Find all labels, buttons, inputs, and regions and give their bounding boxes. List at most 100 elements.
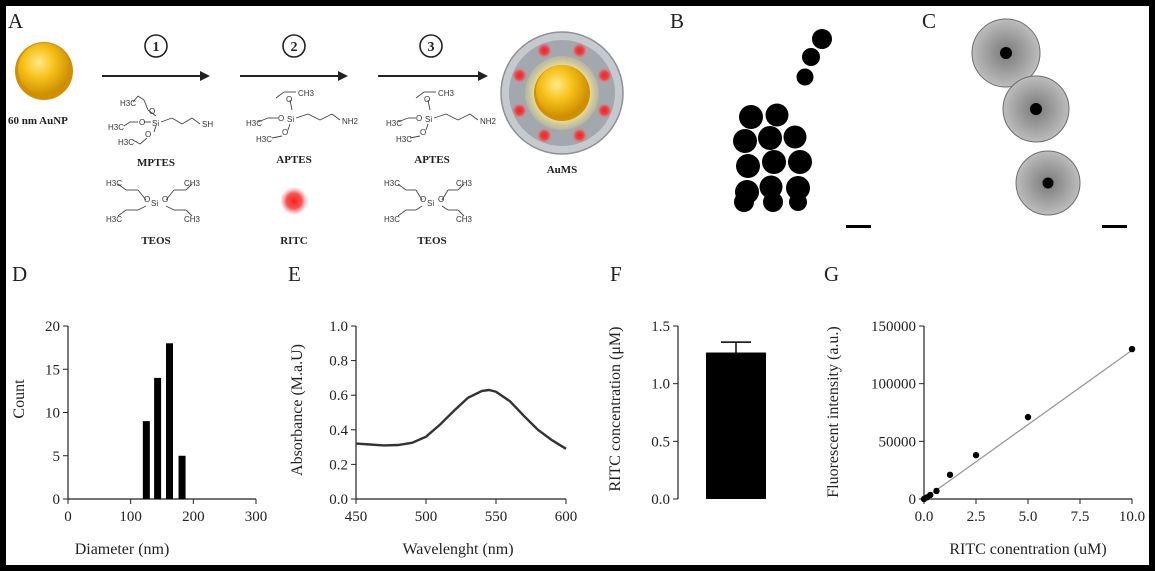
step-3-arrow: 3 — [378, 34, 488, 81]
dye-dot — [572, 43, 588, 59]
chem-label: H3C — [106, 179, 122, 188]
scale-bar-b — [846, 225, 871, 228]
y-tick-label: 1.5 — [651, 319, 670, 335]
histogram-bar — [166, 343, 174, 499]
chem-label: Si — [287, 115, 294, 124]
step-2-number: 2 — [291, 40, 298, 55]
aptes-structure-3 — [397, 91, 479, 139]
chart-g-y-label: Fluorescent intensity (a.u.) — [825, 326, 842, 498]
chem-label: H3C — [386, 119, 402, 128]
step-3-number: 3 — [428, 40, 435, 55]
tem-image-b — [733, 29, 871, 228]
chem-label: H3C — [256, 135, 272, 144]
data-point — [933, 487, 940, 495]
chem-label: CH3 — [456, 215, 473, 224]
chem-label: O — [420, 128, 426, 137]
chem-label: H3C — [246, 119, 262, 128]
aptes-structure-2 — [257, 91, 341, 139]
y-tick-label: 20 — [45, 319, 60, 335]
y-tick-label: 100000 — [871, 377, 916, 393]
y-tick-label: 5 — [53, 449, 61, 465]
reagent-aptes-3: APTES — [414, 154, 449, 166]
teos-labels-3: H3C CH3 O Si O H3C CH3 — [384, 179, 473, 224]
x-tick-label: 100 — [119, 509, 142, 525]
chem-label: H3C — [396, 135, 412, 144]
dye-dot — [572, 127, 588, 143]
chem-label: O — [286, 95, 292, 104]
ritc-dye-icon — [280, 187, 308, 215]
step-1-arrow: 1 — [102, 34, 210, 81]
figure-canvas: A B C D E F G 60 nm AuNP 1 2 3 — [6, 6, 1149, 565]
chart-g-x-label: RITC conentration (uM) — [949, 541, 1106, 558]
teos-structure-1 — [117, 183, 193, 217]
fit-line — [923, 349, 1133, 500]
ritc-bar — [706, 352, 766, 499]
mptes-labels: H3C O H3C O Si SH O H3C — [108, 99, 213, 147]
panel-label-a: A — [8, 9, 24, 33]
chem-label: O — [424, 95, 430, 104]
x-tick-label: 0 — [64, 509, 72, 525]
product-label: AuMS — [547, 164, 578, 176]
x-tick-label: 550 — [485, 509, 508, 525]
y-tick-label: 0.0 — [651, 492, 670, 508]
teos-structure-3 — [397, 183, 465, 217]
data-point — [946, 471, 954, 478]
panel-label-c: C — [922, 9, 936, 33]
chem-label: H3C — [118, 138, 134, 147]
synthesis-scheme: 60 nm AuNP 1 2 3 — [8, 31, 624, 247]
x-tick-label: 450 — [345, 509, 368, 525]
histogram-bar — [142, 421, 150, 499]
y-tick-label: 0.8 — [329, 354, 348, 370]
chem-label: CH3 — [438, 89, 455, 98]
chem-label: O — [145, 130, 151, 139]
reagent-ritc: RITC — [280, 235, 308, 247]
dye-dot — [512, 67, 528, 83]
data-point — [972, 451, 980, 459]
y-tick-label: 150000 — [871, 319, 916, 335]
scale-bar-c — [1102, 225, 1127, 228]
mptes-structure — [123, 95, 201, 145]
chart-d-x-label: Diameter (nm) — [75, 541, 170, 558]
chem-label: CH3 — [184, 179, 201, 188]
x-tick-label: 7.5 — [1071, 509, 1090, 525]
chart-d-y-label: Count — [11, 379, 28, 419]
tem-image-c — [971, 18, 1127, 228]
y-tick-label: 0.6 — [329, 388, 348, 404]
x-tick-label: 300 — [245, 509, 268, 525]
step-1-number: 1 — [153, 40, 160, 55]
chem-label: CH3 — [298, 89, 315, 98]
chem-label: H3C — [384, 215, 400, 224]
reagent-teos-3: TEOS — [417, 235, 446, 247]
x-tick-label: 200 — [182, 509, 205, 525]
y-tick-label: 1.0 — [329, 319, 348, 335]
y-tick-label: 50000 — [879, 434, 917, 450]
aptes-labels-2: O CH3 H3C O Si NH2 O H3C — [246, 89, 359, 144]
chem-label: NH2 — [342, 117, 359, 126]
dye-dot — [536, 43, 552, 59]
panel-label-b: B — [670, 9, 684, 33]
y-tick-label: 15 — [45, 362, 60, 378]
x-tick-label: 10.0 — [1119, 509, 1145, 525]
dye-dot — [596, 103, 612, 119]
aums-nanoparticle-icon — [500, 31, 624, 155]
x-tick-label: 0.0 — [915, 509, 934, 525]
reagent-mptes: MPTES — [137, 157, 175, 169]
panel-label-d: D — [12, 262, 27, 286]
chem-label: O — [438, 195, 444, 204]
x-tick-label: 500 — [415, 509, 438, 525]
histogram-bar — [154, 377, 162, 499]
x-tick-label: 600 — [555, 509, 578, 525]
chart-g-calibration: RITC conentration (uM) Fluorescent inten… — [825, 319, 1145, 558]
histogram-bar — [178, 455, 186, 499]
y-tick-label: 0.4 — [329, 423, 348, 439]
chart-f-bar: RITC concentration (μM) 0.0 0.5 1.0 1.5 — [607, 319, 766, 508]
y-tick-label: 1.0 — [651, 377, 670, 393]
chem-label: SH — [202, 120, 213, 129]
chem-label: NH2 — [480, 117, 497, 126]
chart-f-y-label: RITC concentration (μM) — [607, 327, 624, 492]
chem-label: O — [420, 195, 426, 204]
chem-label: H3C — [108, 123, 124, 132]
y-tick-label: 0.0 — [329, 492, 348, 508]
